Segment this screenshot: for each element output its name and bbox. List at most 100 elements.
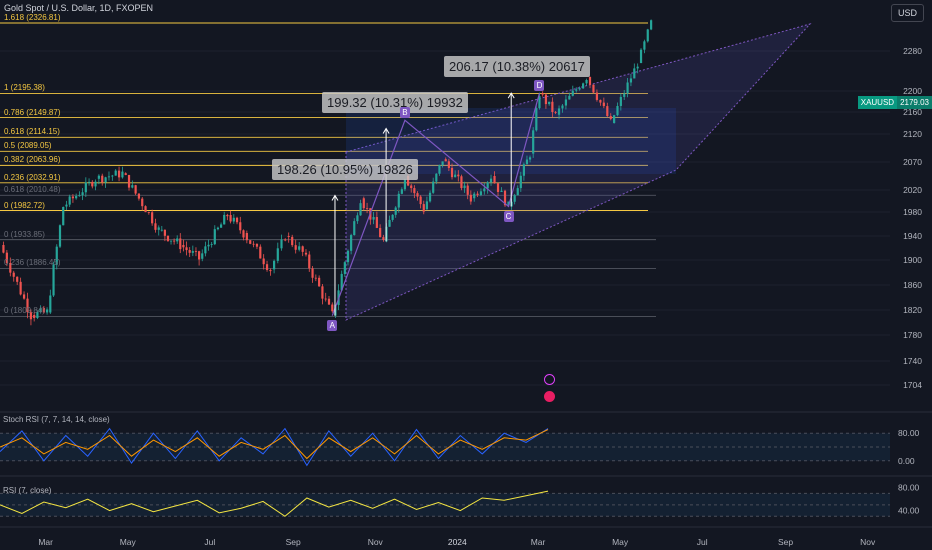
candle [388, 219, 391, 227]
candle [19, 281, 22, 295]
candle [188, 250, 191, 253]
candle [331, 304, 334, 312]
candle [229, 215, 232, 222]
candle [68, 196, 71, 205]
candle [185, 247, 188, 251]
measure-label: 198.26 (10.95%) 19826 [272, 158, 418, 180]
candle [473, 193, 476, 199]
rsi-label: RSI (7, close) [3, 486, 52, 495]
candle [561, 105, 564, 109]
candle [160, 229, 163, 231]
fib-lines [0, 22, 656, 317]
candle [16, 276, 19, 282]
candle [114, 170, 117, 176]
candle [422, 204, 425, 212]
indicator-tick: 0.00 [898, 456, 915, 466]
candle [551, 101, 554, 113]
candle [564, 99, 568, 106]
candle [340, 273, 343, 291]
candle [127, 174, 131, 188]
candle [372, 217, 375, 220]
arrow-head [382, 127, 390, 134]
candle [151, 212, 154, 224]
stoch-rsi-pane: 80.00 0.00 [0, 427, 920, 467]
candle [321, 286, 324, 299]
abcd-pattern [331, 92, 541, 316]
candle [327, 298, 331, 305]
candle [298, 246, 301, 250]
candle [259, 246, 262, 259]
candle [588, 77, 592, 85]
candle [249, 240, 252, 244]
candle [49, 295, 52, 313]
indicator-tick: 80.00 [898, 483, 920, 493]
candle [166, 235, 170, 241]
candle [382, 237, 385, 240]
rsi-pane: 80.00 40.00 [0, 483, 920, 517]
measure-label: 199.32 (10.31%) 19932 [322, 91, 468, 113]
candle [191, 251, 194, 253]
candle [97, 175, 100, 179]
symbol-price: 2179.03 [897, 96, 932, 109]
price-tick: 1740 [903, 356, 922, 366]
fib-label-faded: 0.618 (2010.48) [4, 185, 61, 195]
candle [466, 185, 469, 195]
candle [582, 83, 585, 89]
candle [198, 251, 201, 260]
candle [410, 185, 413, 189]
candle [223, 214, 226, 225]
candle [519, 175, 522, 189]
candle [500, 190, 503, 192]
candle [226, 214, 229, 217]
candle [29, 312, 33, 320]
candle [476, 193, 479, 195]
candle [359, 203, 362, 216]
indicator-line [0, 490, 549, 517]
lightning-event-icon[interactable] [544, 374, 555, 385]
candle [58, 225, 62, 247]
time-tick: Mar [530, 537, 546, 547]
candle [94, 181, 97, 187]
candle [101, 175, 104, 183]
candle [179, 238, 182, 250]
candle [81, 192, 84, 196]
candle [441, 161, 444, 166]
price-tick: 2020 [903, 185, 922, 195]
candle [252, 243, 255, 245]
candle [400, 189, 403, 194]
candle [356, 215, 359, 222]
candle [496, 183, 500, 192]
candle [541, 93, 544, 95]
candle [137, 193, 141, 199]
fib-label-faded: 0 (1933.85) [4, 229, 45, 239]
candle [538, 96, 541, 109]
candle [62, 206, 65, 226]
candle [643, 41, 646, 50]
candle [213, 229, 216, 245]
candle [435, 173, 438, 182]
candle [444, 159, 447, 162]
time-tick: Jul [204, 537, 216, 547]
candle [394, 207, 397, 215]
candle [353, 221, 356, 236]
candle [346, 250, 350, 263]
symbol-name: XAUUSD [857, 96, 898, 109]
candle [391, 214, 394, 220]
candle [483, 188, 486, 192]
currency-button[interactable]: USD [890, 4, 924, 22]
candle [12, 272, 15, 277]
candle [141, 198, 144, 207]
candle [201, 253, 204, 259]
candle [242, 230, 245, 238]
candle [147, 212, 150, 213]
us-flag-event-icon[interactable] [544, 391, 555, 402]
candle [245, 233, 248, 241]
trend-channel [345, 23, 812, 321]
candle [154, 223, 157, 230]
candle [599, 99, 602, 103]
candle [42, 308, 45, 313]
candle [84, 182, 87, 193]
candle [239, 222, 242, 231]
price-tick: 1820 [903, 305, 922, 315]
